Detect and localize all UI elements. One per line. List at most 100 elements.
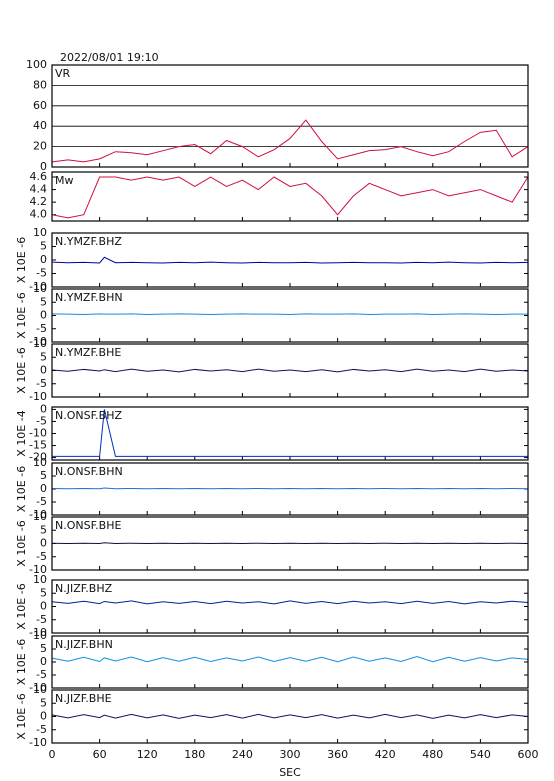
panel-frame (51, 64, 529, 168)
y-tick-label: 0 (40, 253, 47, 266)
y-tick-label: -5 (36, 495, 47, 508)
y-tick-label: 5 (40, 696, 47, 709)
x-tick-label: 540 (470, 748, 491, 761)
y-tick-label: -5 (36, 550, 47, 563)
y-tick-label: 5 (40, 642, 47, 655)
y-axis-label: X 10E -6 (15, 520, 28, 566)
panel-name: N.JIZF.BHN (55, 638, 113, 651)
y-tick-label: -10 (29, 736, 47, 749)
y-tick-label: -20 (29, 451, 47, 464)
y-tick-label: -10 (29, 335, 47, 348)
y-tick-label: 10 (33, 337, 47, 350)
y-axis-label: X 10E -6 (15, 639, 28, 685)
y-tick-label: -10 (29, 427, 47, 440)
y-tick-label: 10 (33, 510, 47, 523)
y-tick-label: -15 (29, 439, 47, 452)
trace (51, 119, 529, 163)
y-tick-label: 0 (40, 309, 47, 322)
chart-title: 2022/08/01 19:10 (60, 51, 159, 64)
y-axis-label: X 10E -6 (15, 347, 28, 393)
y-axis-label: X 10E -6 (15, 466, 28, 512)
y-tick-label: 80 (33, 78, 47, 91)
trace (51, 600, 529, 605)
panel-name: N.JIZF.BHZ (55, 582, 113, 595)
panel-name: N.YMZF.BHE (55, 346, 121, 359)
y-tick-label: -10 (29, 563, 47, 576)
y-tick-label: 60 (33, 99, 47, 112)
panel-name: Mw (55, 174, 74, 187)
y-tick-label: -5 (36, 322, 47, 335)
y-tick-label: 5 (40, 586, 47, 599)
x-axis-label: SEC (279, 766, 301, 779)
panel-name: N.ONSF.BHN (55, 465, 123, 478)
panel-frame (51, 462, 529, 516)
panel-name: N.YMZF.BHZ (55, 235, 122, 248)
y-axis-label: X 10E -6 (15, 237, 28, 283)
x-tick-label: 240 (232, 748, 253, 761)
panel-frame (51, 406, 529, 461)
y-tick-label: 10 (33, 573, 47, 586)
x-tick-label: 0 (49, 748, 56, 761)
x-tick-label: 120 (137, 748, 158, 761)
x-tick-label: 600 (518, 748, 539, 761)
panel-frame (51, 171, 529, 222)
y-tick-label: 5 (40, 350, 47, 363)
panel-name: N.JIZF.BHE (55, 692, 112, 705)
y-tick-label: 10 (33, 456, 47, 469)
y-tick-label: 10 (33, 282, 47, 295)
y-tick-label: -10 (29, 280, 47, 293)
y-tick-label: 10 (33, 226, 47, 239)
trace (52, 409, 528, 457)
y-tick-label: 0 (40, 537, 47, 550)
y-tick-label: 4.0 (30, 208, 48, 221)
panel-frame (51, 635, 529, 689)
panel-frame (51, 579, 529, 634)
y-tick-label: 10 (33, 683, 47, 696)
y-tick-label: -10 (29, 508, 47, 521)
trace (51, 368, 529, 373)
panel-name: VR (55, 67, 71, 80)
y-tick-label: -5 (36, 377, 47, 390)
y-tick-label: 5 (40, 523, 47, 536)
y-axis-label: X 10E -6 (15, 583, 28, 629)
x-tick-label: 60 (93, 748, 107, 761)
x-tick-label: 300 (280, 748, 301, 761)
y-tick-label: 100 (26, 58, 47, 71)
panel-name: N.ONSF.BHE (55, 519, 121, 532)
panel-frame (51, 232, 529, 288)
y-tick-label: 0 (40, 364, 47, 377)
x-tick-label: 420 (375, 748, 396, 761)
y-tick-label: 0 (40, 710, 47, 723)
y-axis-label: X 10E -6 (15, 292, 28, 338)
y-tick-label: 0 (40, 482, 47, 495)
y-tick-label: -10 (29, 390, 47, 403)
y-tick-label: 4.2 (30, 195, 48, 208)
panel-frame (51, 343, 529, 398)
y-tick-label: -10 (29, 681, 47, 694)
panel-name: N.ONSF.BHZ (55, 409, 122, 422)
y-tick-label: -5 (36, 267, 47, 280)
y-axis-label: X 10E -6 (15, 693, 28, 739)
y-tick-label: 5 (40, 469, 47, 482)
panel-name: N.YMZF.BHN (55, 291, 123, 304)
y-tick-label: 0 (40, 402, 47, 415)
trace (51, 713, 529, 719)
y-tick-label: 5 (40, 295, 47, 308)
y-tick-label: 10 (33, 629, 47, 642)
x-tick-label: 180 (184, 748, 205, 761)
y-tick-label: -5 (36, 414, 47, 427)
x-tick-label: 360 (327, 748, 348, 761)
y-tick-label: 5 (40, 240, 47, 253)
trace (51, 656, 529, 663)
y-axis-label: X 10E -4 (15, 410, 28, 456)
y-tick-label: 0 (40, 600, 47, 613)
y-tick-label: 40 (33, 119, 47, 132)
y-tick-label: 0 (40, 160, 47, 173)
panel-frame (51, 689, 529, 744)
trace (51, 542, 529, 545)
trace (51, 487, 529, 490)
y-tick-label: -10 (29, 626, 47, 639)
panel-frame (51, 288, 529, 343)
panel-frame (51, 516, 529, 571)
x-tick-label: 480 (422, 748, 443, 761)
